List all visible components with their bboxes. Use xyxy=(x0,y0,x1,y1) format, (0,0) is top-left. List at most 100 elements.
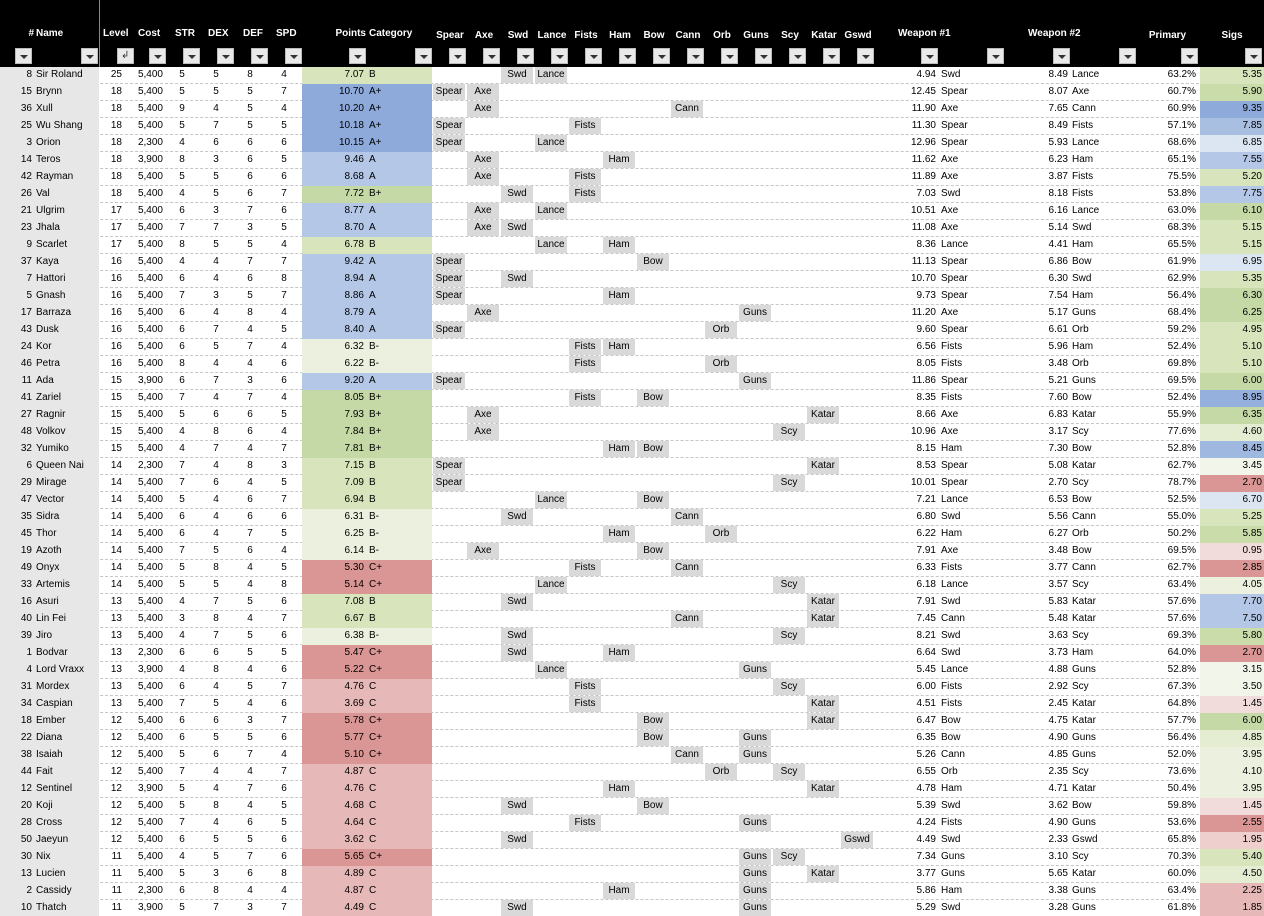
cell-category: B xyxy=(366,492,432,509)
table-row[interactable]: 23 Jhala 17 5,400 7 7 3 5 8.70 A Axe Swd 11.08 Axe 5.1… xyxy=(0,220,1264,237)
filter-dropdown-katar[interactable] xyxy=(823,48,840,64)
filter-dropdown-str[interactable] xyxy=(183,48,200,64)
cell-weapon1: Swd xyxy=(941,834,961,845)
table-row[interactable]: 20 Koji 12 5,400 5 8 4 5 4.68 C Swd Bow 5.39 Swd 3.62 B… xyxy=(0,798,1264,815)
table-row[interactable]: 22 Diana 12 5,400 6 5 5 6 5.77 C+ Bow Guns 6.35 Bow 4.… xyxy=(0,730,1264,747)
table-row[interactable]: 11 Ada 15 3,900 6 7 3 6 9.20 A Spear Guns 11.86 Spear… xyxy=(0,373,1264,390)
cell-sigs: 6.85 xyxy=(1200,135,1264,152)
table-row[interactable]: 3 Orion 18 2,300 4 6 6 6 10.15 A+ Spear Lance 12.96 S… xyxy=(0,135,1264,152)
table-row[interactable]: 8 Sir Roland 25 5,400 5 5 8 4 7.07 B Swd Lance 4.94 S… xyxy=(0,67,1264,84)
filter-dropdown-lance[interactable] xyxy=(551,48,568,64)
table-row[interactable]: 34 Caspian 13 5,400 7 5 4 6 3.69 C Fists Katar 4.51 F… xyxy=(0,696,1264,713)
filter-dropdown-cost[interactable] xyxy=(149,48,166,64)
table-row[interactable]: 35 Sidra 14 5,400 6 4 6 6 6.31 B- Swd Cann 6.80 Swd 5.… xyxy=(0,509,1264,526)
table-row[interactable]: 1 Bodvar 13 2,300 6 6 5 5 5.47 C+ Swd Ham 6.64 Swd 3.7… xyxy=(0,645,1264,662)
table-row[interactable]: 50 Jaeyun 12 5,400 6 5 5 6 3.62 C Swd Gswd 4.49 Swd 2.… xyxy=(0,832,1264,849)
cell-cost: 5,400 xyxy=(137,715,163,726)
table-row[interactable]: 4 Lord Vraxx 13 3,900 4 8 4 6 5.22 C+ Lance Guns 5.4… xyxy=(0,662,1264,679)
table-row[interactable]: 36 Xull 18 5,400 9 4 5 4 10.20 A+ Axe Cann 11.90 Axe 7… xyxy=(0,101,1264,118)
table-row[interactable]: 26 Val 18 5,400 4 5 6 7 7.72 B+ Swd Fists 7.03 Swd 8.1… xyxy=(0,186,1264,203)
header-weapon-spear: Spear xyxy=(436,30,464,41)
filter-dropdown-points[interactable] xyxy=(349,48,366,64)
table-row[interactable]: 38 Isaiah 12 5,400 5 6 7 4 5.10 C+ Cann Guns 5.26 Can… xyxy=(0,747,1264,764)
filter-dropdown-fists[interactable] xyxy=(585,48,602,64)
table-row[interactable]: 29 Mirage 14 5,400 7 6 4 5 7.09 B Spear Scy 10.01 Spe… xyxy=(0,475,1264,492)
filter-dropdown-gswd[interactable] xyxy=(857,48,874,64)
filter-dropdown-weapon1-value[interactable] xyxy=(921,48,938,64)
table-row[interactable]: 6 Queen Nai 14 2,300 7 4 8 3 7.15 B Spear Katar 8.53… xyxy=(0,458,1264,475)
cell-cost: 5,400 xyxy=(137,613,163,624)
cell-points: 6.22 xyxy=(302,356,366,373)
filter-dropdown-ham[interactable] xyxy=(619,48,636,64)
filter-dropdown-name[interactable] xyxy=(81,48,98,64)
table-row[interactable]: 48 Volkov 15 5,400 4 8 6 4 7.84 B+ Axe Scy 10.96 Axe 3… xyxy=(0,424,1264,441)
sort-filter-dropdown-level[interactable] xyxy=(117,48,134,64)
filter-dropdown-def[interactable] xyxy=(251,48,268,64)
table-row[interactable]: 47 Vector 14 5,400 5 4 6 7 6.94 B Lance Bow 7.21 Lanc… xyxy=(0,492,1264,509)
table-row[interactable]: 27 Ragnir 15 5,400 5 6 6 5 7.93 B+ Axe Katar 8.66 Axe… xyxy=(0,407,1264,424)
cell-cost: 3,900 xyxy=(137,783,163,794)
cell-level: 14 xyxy=(110,460,122,471)
filter-dropdown-axe[interactable] xyxy=(483,48,500,64)
filter-dropdown-weapon2[interactable] xyxy=(1119,48,1136,64)
cell-str: 4 xyxy=(179,851,185,862)
filter-dropdown-dex[interactable] xyxy=(217,48,234,64)
filter-dropdown-spear[interactable] xyxy=(449,48,466,64)
table-row[interactable]: 16 Asuri 13 5,400 4 7 5 6 7.08 B Swd Katar 7.91 Swd 5.… xyxy=(0,594,1264,611)
filter-dropdown-num[interactable] xyxy=(15,48,32,64)
filter-dropdown-cann[interactable] xyxy=(687,48,704,64)
table-row[interactable]: 17 Barraza 16 5,400 6 4 8 4 8.79 A Axe Guns 11.20 Axe… xyxy=(0,305,1264,322)
filter-dropdown-primary[interactable] xyxy=(1181,48,1198,64)
table-row[interactable]: 14 Teros 18 3,900 8 3 6 5 9.46 A Axe Ham 11.62 Axe 6.2… xyxy=(0,152,1264,169)
filter-dropdown-category[interactable] xyxy=(415,48,432,64)
filter-dropdown-scy[interactable] xyxy=(789,48,806,64)
table-row[interactable]: 46 Petra 16 5,400 8 4 4 6 6.22 B- Fists Orb 8.05 Fist… xyxy=(0,356,1264,373)
table-row[interactable]: 15 Brynn 18 5,400 5 5 5 7 10.70 A+ Spear Axe 12.45 Sp… xyxy=(0,84,1264,101)
table-row[interactable]: 5 Gnash 16 5,400 7 3 5 7 8.86 A Spear Ham 9.73 Spear 7… xyxy=(0,288,1264,305)
table-row[interactable]: 19 Azoth 14 5,400 7 5 6 4 6.14 B- Axe Bow 7.91 Axe 3.4… xyxy=(0,543,1264,560)
table-row[interactable]: 12 Sentinel 12 3,900 5 4 7 6 4.76 C Ham Katar 4.78 Ha… xyxy=(0,781,1264,798)
filter-dropdown-spd[interactable] xyxy=(285,48,302,64)
table-row[interactable]: 40 Lin Fei 13 5,400 3 8 4 7 6.67 B Cann Katar 7.45 Ca… xyxy=(0,611,1264,628)
weapon-tag: Fists xyxy=(569,815,601,831)
table-row[interactable]: 41 Zariel 15 5,400 7 4 7 4 8.05 B+ Fists Bow 8.35 Fis… xyxy=(0,390,1264,407)
table-row[interactable]: 21 Ulgrim 17 5,400 6 3 7 6 8.77 A Axe Lance 10.51 Axe… xyxy=(0,203,1264,220)
weapon-tag: Guns xyxy=(739,883,771,899)
table-row[interactable]: 30 Nix 11 5,400 4 5 7 6 5.65 C+ Guns Scy 7.34 Guns 3.1… xyxy=(0,849,1264,866)
table-row[interactable]: 25 Wu Shang 18 5,400 5 7 5 5 10.18 A+ Spear Fists 11… xyxy=(0,118,1264,135)
table-row[interactable]: 49 Onyx 14 5,400 5 8 4 5 5.30 C+ Fists Cann 6.33 Fist… xyxy=(0,560,1264,577)
table-row[interactable]: 7 Hattori 16 5,400 6 4 6 8 8.94 A Spear Swd 10.70 Spe… xyxy=(0,271,1264,288)
table-row[interactable]: 18 Ember 12 5,400 6 6 3 7 5.78 C+ Bow Katar 6.47 Bow 4… xyxy=(0,713,1264,730)
cell-str: 5 xyxy=(179,902,185,913)
table-row[interactable]: 24 Kor 16 5,400 6 5 7 4 6.32 B- Fists Ham 6.56 Fists 5… xyxy=(0,339,1264,356)
table-row[interactable]: 45 Thor 14 5,400 6 4 7 5 6.25 B- Ham Orb 6.22 Ham 6.27… xyxy=(0,526,1264,543)
header-weapon-ham: Ham xyxy=(609,30,631,41)
filter-dropdown-weapon2-value[interactable] xyxy=(1053,48,1070,64)
filter-dropdown-orb[interactable] xyxy=(721,48,738,64)
table-row[interactable]: 33 Artemis 14 5,400 5 5 4 8 5.14 C+ Lance Scy 6.18 La… xyxy=(0,577,1264,594)
filter-dropdown-bow[interactable] xyxy=(653,48,670,64)
cell-level: 14 xyxy=(110,477,122,488)
cell-weapon1: Axe xyxy=(941,409,959,420)
table-row[interactable]: 42 Rayman 18 5,400 5 5 6 6 8.68 A Axe Fists 11.89 Axe… xyxy=(0,169,1264,186)
table-row[interactable]: 39 Jiro 13 5,400 4 7 5 6 6.38 B- Swd Scy 8.21 Swd 3.63… xyxy=(0,628,1264,645)
table-row[interactable]: 31 Mordex 13 5,400 6 4 5 7 4.76 C Fists Scy 6.00 Fist… xyxy=(0,679,1264,696)
table-row[interactable]: 28 Cross 12 5,400 7 4 6 5 4.64 C Fists Guns 4.24 Fist… xyxy=(0,815,1264,832)
filter-dropdown-guns[interactable] xyxy=(755,48,772,64)
table-row[interactable]: 44 Fait 12 5,400 7 4 4 7 4.87 C Orb Scy 6.55 Orb 2.35 S… xyxy=(0,764,1264,781)
cell-sigs: 4.50 xyxy=(1200,866,1264,883)
cell-sigs: 7.55 xyxy=(1200,152,1264,169)
table-row[interactable]: 9 Scarlet 17 5,400 8 5 5 4 6.78 B Lance Ham 8.36 Lanc… xyxy=(0,237,1264,254)
filter-dropdown-sigs[interactable] xyxy=(1245,48,1262,64)
table-row[interactable]: 37 Kaya 16 5,400 4 4 7 7 9.42 A Spear Bow 11.13 Spear… xyxy=(0,254,1264,271)
filter-dropdown-weapon1[interactable] xyxy=(987,48,1004,64)
filter-dropdown-swd[interactable] xyxy=(517,48,534,64)
table-row[interactable]: 13 Lucien 11 5,400 5 3 6 8 4.89 C Guns Katar 3.77 Gun… xyxy=(0,866,1264,883)
cell-cost: 5,400 xyxy=(137,120,163,131)
cell-cost: 5,400 xyxy=(137,868,163,879)
table-row[interactable]: 32 Yumiko 15 5,400 4 7 4 7 7.81 B+ Ham Bow 8.15 Ham 7.… xyxy=(0,441,1264,458)
table-row[interactable]: 43 Dusk 16 5,400 6 7 4 5 8.40 A Spear Orb 9.60 Spear 6… xyxy=(0,322,1264,339)
cell-dex: 7 xyxy=(213,630,219,641)
table-row[interactable]: 10 Thatch 11 3,900 5 7 3 7 4.49 C Swd Guns 5.29 Swd 3.… xyxy=(0,900,1264,916)
table-row[interactable]: 2 Cassidy 11 2,300 6 8 4 4 4.87 C Ham Guns 5.86 Ham 3.… xyxy=(0,883,1264,900)
